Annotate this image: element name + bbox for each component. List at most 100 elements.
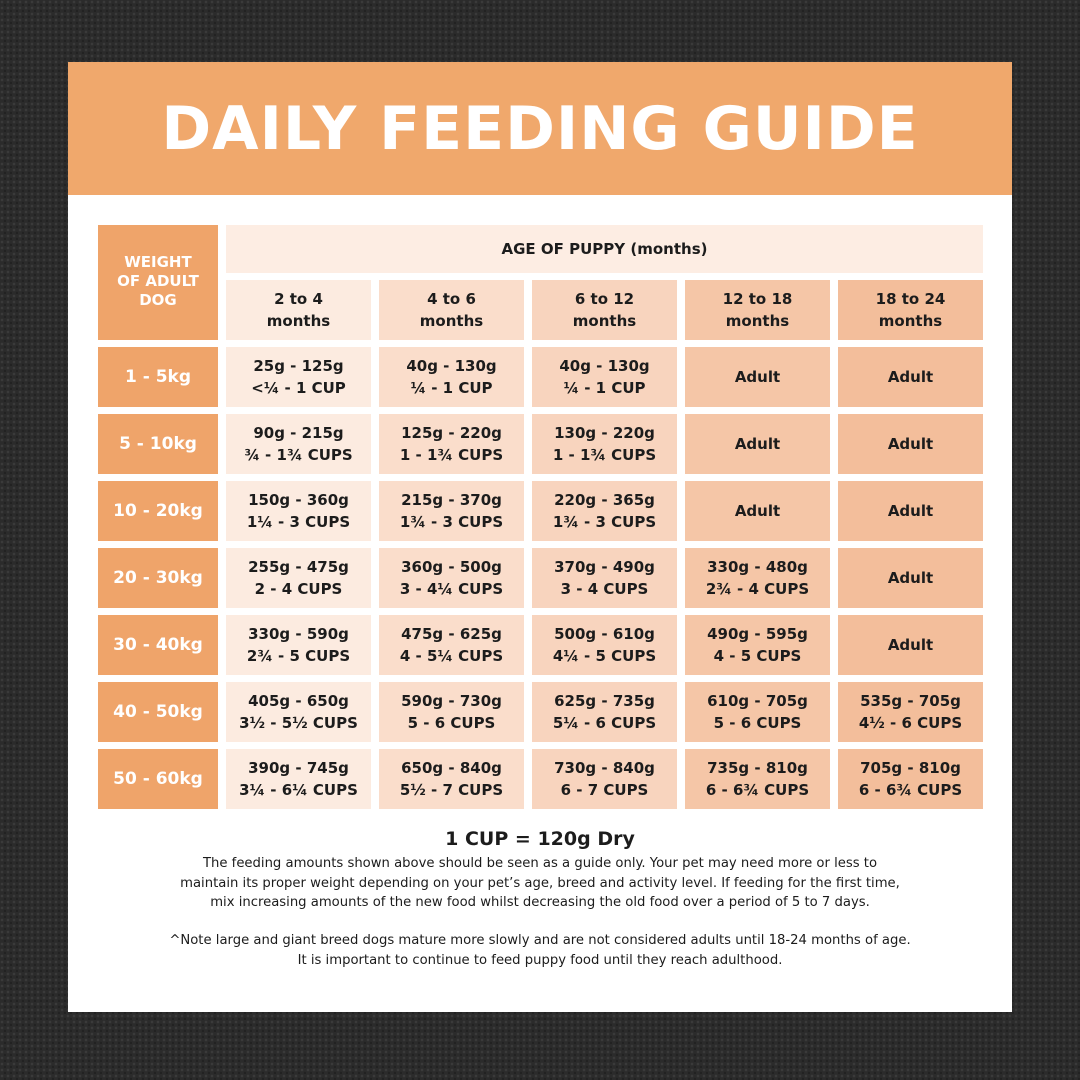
table-cell: 535g - 705g 4½ - 6 CUPS bbox=[838, 682, 983, 742]
note-line: It is important to continue to feed pupp… bbox=[297, 952, 783, 968]
column-header-line: 18 to 24 bbox=[875, 290, 946, 308]
column-header-line: months bbox=[725, 312, 790, 330]
cell-line: 1¾ - 3 CUPS bbox=[552, 513, 657, 531]
weight-label: 10 - 20kg bbox=[98, 481, 218, 541]
weight-label: 5 - 10kg bbox=[98, 414, 218, 474]
table-cell: 255g - 475g 2 - 4 CUPS bbox=[226, 548, 371, 608]
table-cell: 215g - 370g 1¾ - 3 CUPS bbox=[379, 481, 524, 541]
cell-line: ¼ - 1 CUP bbox=[410, 379, 493, 397]
cell-line: 330g - 590g bbox=[248, 625, 349, 643]
cell-line: 735g - 810g bbox=[707, 759, 808, 777]
column-header: 6 to 12 months bbox=[532, 280, 677, 340]
column-header-line: months bbox=[572, 312, 637, 330]
table-cell: 130g - 220g 1 - 1¾ CUPS bbox=[532, 414, 677, 474]
weight-label: 20 - 30kg bbox=[98, 548, 218, 608]
weight-label: 50 - 60kg bbox=[98, 749, 218, 809]
age-header: AGE OF PUPPY (months) bbox=[226, 225, 983, 273]
cell-line: 40g - 130g bbox=[559, 357, 650, 375]
table-cell: 40g - 130g ¼ - 1 CUP bbox=[379, 347, 524, 407]
cell-line: 5½ - 7 CUPS bbox=[399, 781, 504, 799]
guide-line: maintain its proper weight depending on … bbox=[180, 875, 900, 891]
cell-line: 1 - 1¾ CUPS bbox=[552, 446, 657, 464]
cell-line: 25g - 125g bbox=[253, 357, 344, 375]
cell-line: ¾ - 1¾ CUPS bbox=[244, 446, 353, 464]
cell-line: Adult bbox=[734, 368, 781, 386]
cell-line: 405g - 650g bbox=[248, 692, 349, 710]
cell-line: 360g - 500g bbox=[401, 558, 502, 576]
column-header: 4 to 6 months bbox=[379, 280, 524, 340]
table-cell: 735g - 810g 6 - 6¾ CUPS bbox=[685, 749, 830, 809]
cell-line: 3½ - 5½ CUPS bbox=[239, 714, 358, 732]
cell-line: 650g - 840g bbox=[401, 759, 502, 777]
table-cell: 220g - 365g 1¾ - 3 CUPS bbox=[532, 481, 677, 541]
table-cell: 40g - 130g ¼ - 1 CUP bbox=[532, 347, 677, 407]
column-header: 18 to 24 months bbox=[838, 280, 983, 340]
cell-line: 475g - 625g bbox=[401, 625, 502, 643]
table-cell: Adult bbox=[838, 347, 983, 407]
table-cell: 25g - 125g <¼ - 1 CUP bbox=[226, 347, 371, 407]
cell-line: 5¼ - 6 CUPS bbox=[552, 714, 657, 732]
cell-line: 370g - 490g bbox=[554, 558, 655, 576]
cell-line: 3¼ - 6¼ CUPS bbox=[239, 781, 358, 799]
cell-line: Adult bbox=[887, 435, 934, 453]
table-cell: Adult bbox=[838, 615, 983, 675]
column-header-line: 2 to 4 bbox=[274, 290, 323, 308]
cell-line: 125g - 220g bbox=[401, 424, 502, 442]
cell-line: 130g - 220g bbox=[554, 424, 655, 442]
column-header-line: 4 to 6 bbox=[427, 290, 476, 308]
column-header-line: 12 to 18 bbox=[722, 290, 793, 308]
table-cell: 500g - 610g 4¼ - 5 CUPS bbox=[532, 615, 677, 675]
table-cell: Adult bbox=[838, 548, 983, 608]
table-cell: 405g - 650g 3½ - 5½ CUPS bbox=[226, 682, 371, 742]
cell-line: 3 - 4 CUPS bbox=[560, 580, 649, 598]
table-cell: 625g - 735g 5¼ - 6 CUPS bbox=[532, 682, 677, 742]
feeding-table: WEIGHT OF ADULT DOG AGE OF PUPPY (months) … bbox=[98, 225, 983, 809]
cell-line: Adult bbox=[887, 636, 934, 654]
cell-line: 330g - 480g bbox=[707, 558, 808, 576]
table-cell: 475g - 625g 4 - 5¼ CUPS bbox=[379, 615, 524, 675]
cell-line: 220g - 365g bbox=[554, 491, 655, 509]
table-cell: Adult bbox=[838, 481, 983, 541]
column-header-line: months bbox=[878, 312, 943, 330]
table-cell: 330g - 590g 2¾ - 5 CUPS bbox=[226, 615, 371, 675]
cell-line: 2 - 4 CUPS bbox=[254, 580, 343, 598]
cell-line: 4 - 5 CUPS bbox=[713, 647, 802, 665]
cell-line: 6 - 7 CUPS bbox=[560, 781, 649, 799]
table-cell: 330g - 480g 2¾ - 4 CUPS bbox=[685, 548, 830, 608]
cell-line: 215g - 370g bbox=[401, 491, 502, 509]
weight-header: WEIGHT OF ADULT DOG bbox=[98, 225, 218, 340]
feeding-guide-card: DAILY FEEDING GUIDE WEIGHT OF ADULT DOG AG… bbox=[68, 62, 1012, 1012]
cell-line: 40g - 130g bbox=[406, 357, 497, 375]
weight-label: 1 - 5kg bbox=[98, 347, 218, 407]
cell-line: 6 - 6¾ CUPS bbox=[858, 781, 963, 799]
cell-line: 625g - 735g bbox=[554, 692, 655, 710]
title-banner: DAILY FEEDING GUIDE bbox=[68, 62, 1012, 195]
cell-line: 1¾ - 3 CUPS bbox=[399, 513, 504, 531]
note-line: ^Note large and giant breed dogs mature … bbox=[169, 933, 911, 948]
table-cell: 705g - 810g 6 - 6¾ CUPS bbox=[838, 749, 983, 809]
cell-line: 4 - 5¼ CUPS bbox=[399, 647, 504, 665]
cell-line: Adult bbox=[887, 368, 934, 386]
cell-line: 6 - 6¾ CUPS bbox=[705, 781, 810, 799]
cell-line: 535g - 705g bbox=[860, 692, 961, 710]
weight-label: 40 - 50kg bbox=[98, 682, 218, 742]
cell-line: 730g - 840g bbox=[554, 759, 655, 777]
cell-line: 490g - 595g bbox=[707, 625, 808, 643]
cell-line: 1¼ - 3 CUPS bbox=[246, 513, 351, 531]
cell-line: 4½ - 6 CUPS bbox=[858, 714, 963, 732]
cell-line: 5 - 6 CUPS bbox=[407, 714, 496, 732]
cup-conversion: 1 CUP = 120g Dry bbox=[445, 828, 635, 850]
table-cell: Adult bbox=[838, 414, 983, 474]
weight-header-line: OF ADULT bbox=[117, 272, 199, 290]
cell-line: 3 - 4¼ CUPS bbox=[399, 580, 504, 598]
cell-line: 90g - 215g bbox=[253, 424, 344, 442]
cell-line: Adult bbox=[887, 569, 934, 587]
cell-line: 500g - 610g bbox=[554, 625, 655, 643]
guide-line: mix increasing amounts of the new food w… bbox=[210, 895, 870, 910]
cell-line: Adult bbox=[887, 502, 934, 520]
cell-line: 705g - 810g bbox=[860, 759, 961, 777]
table-cell: Adult bbox=[685, 347, 830, 407]
table-cell: Adult bbox=[685, 414, 830, 474]
table-cell: 360g - 500g 3 - 4¼ CUPS bbox=[379, 548, 524, 608]
cell-line: 150g - 360g bbox=[248, 491, 349, 509]
